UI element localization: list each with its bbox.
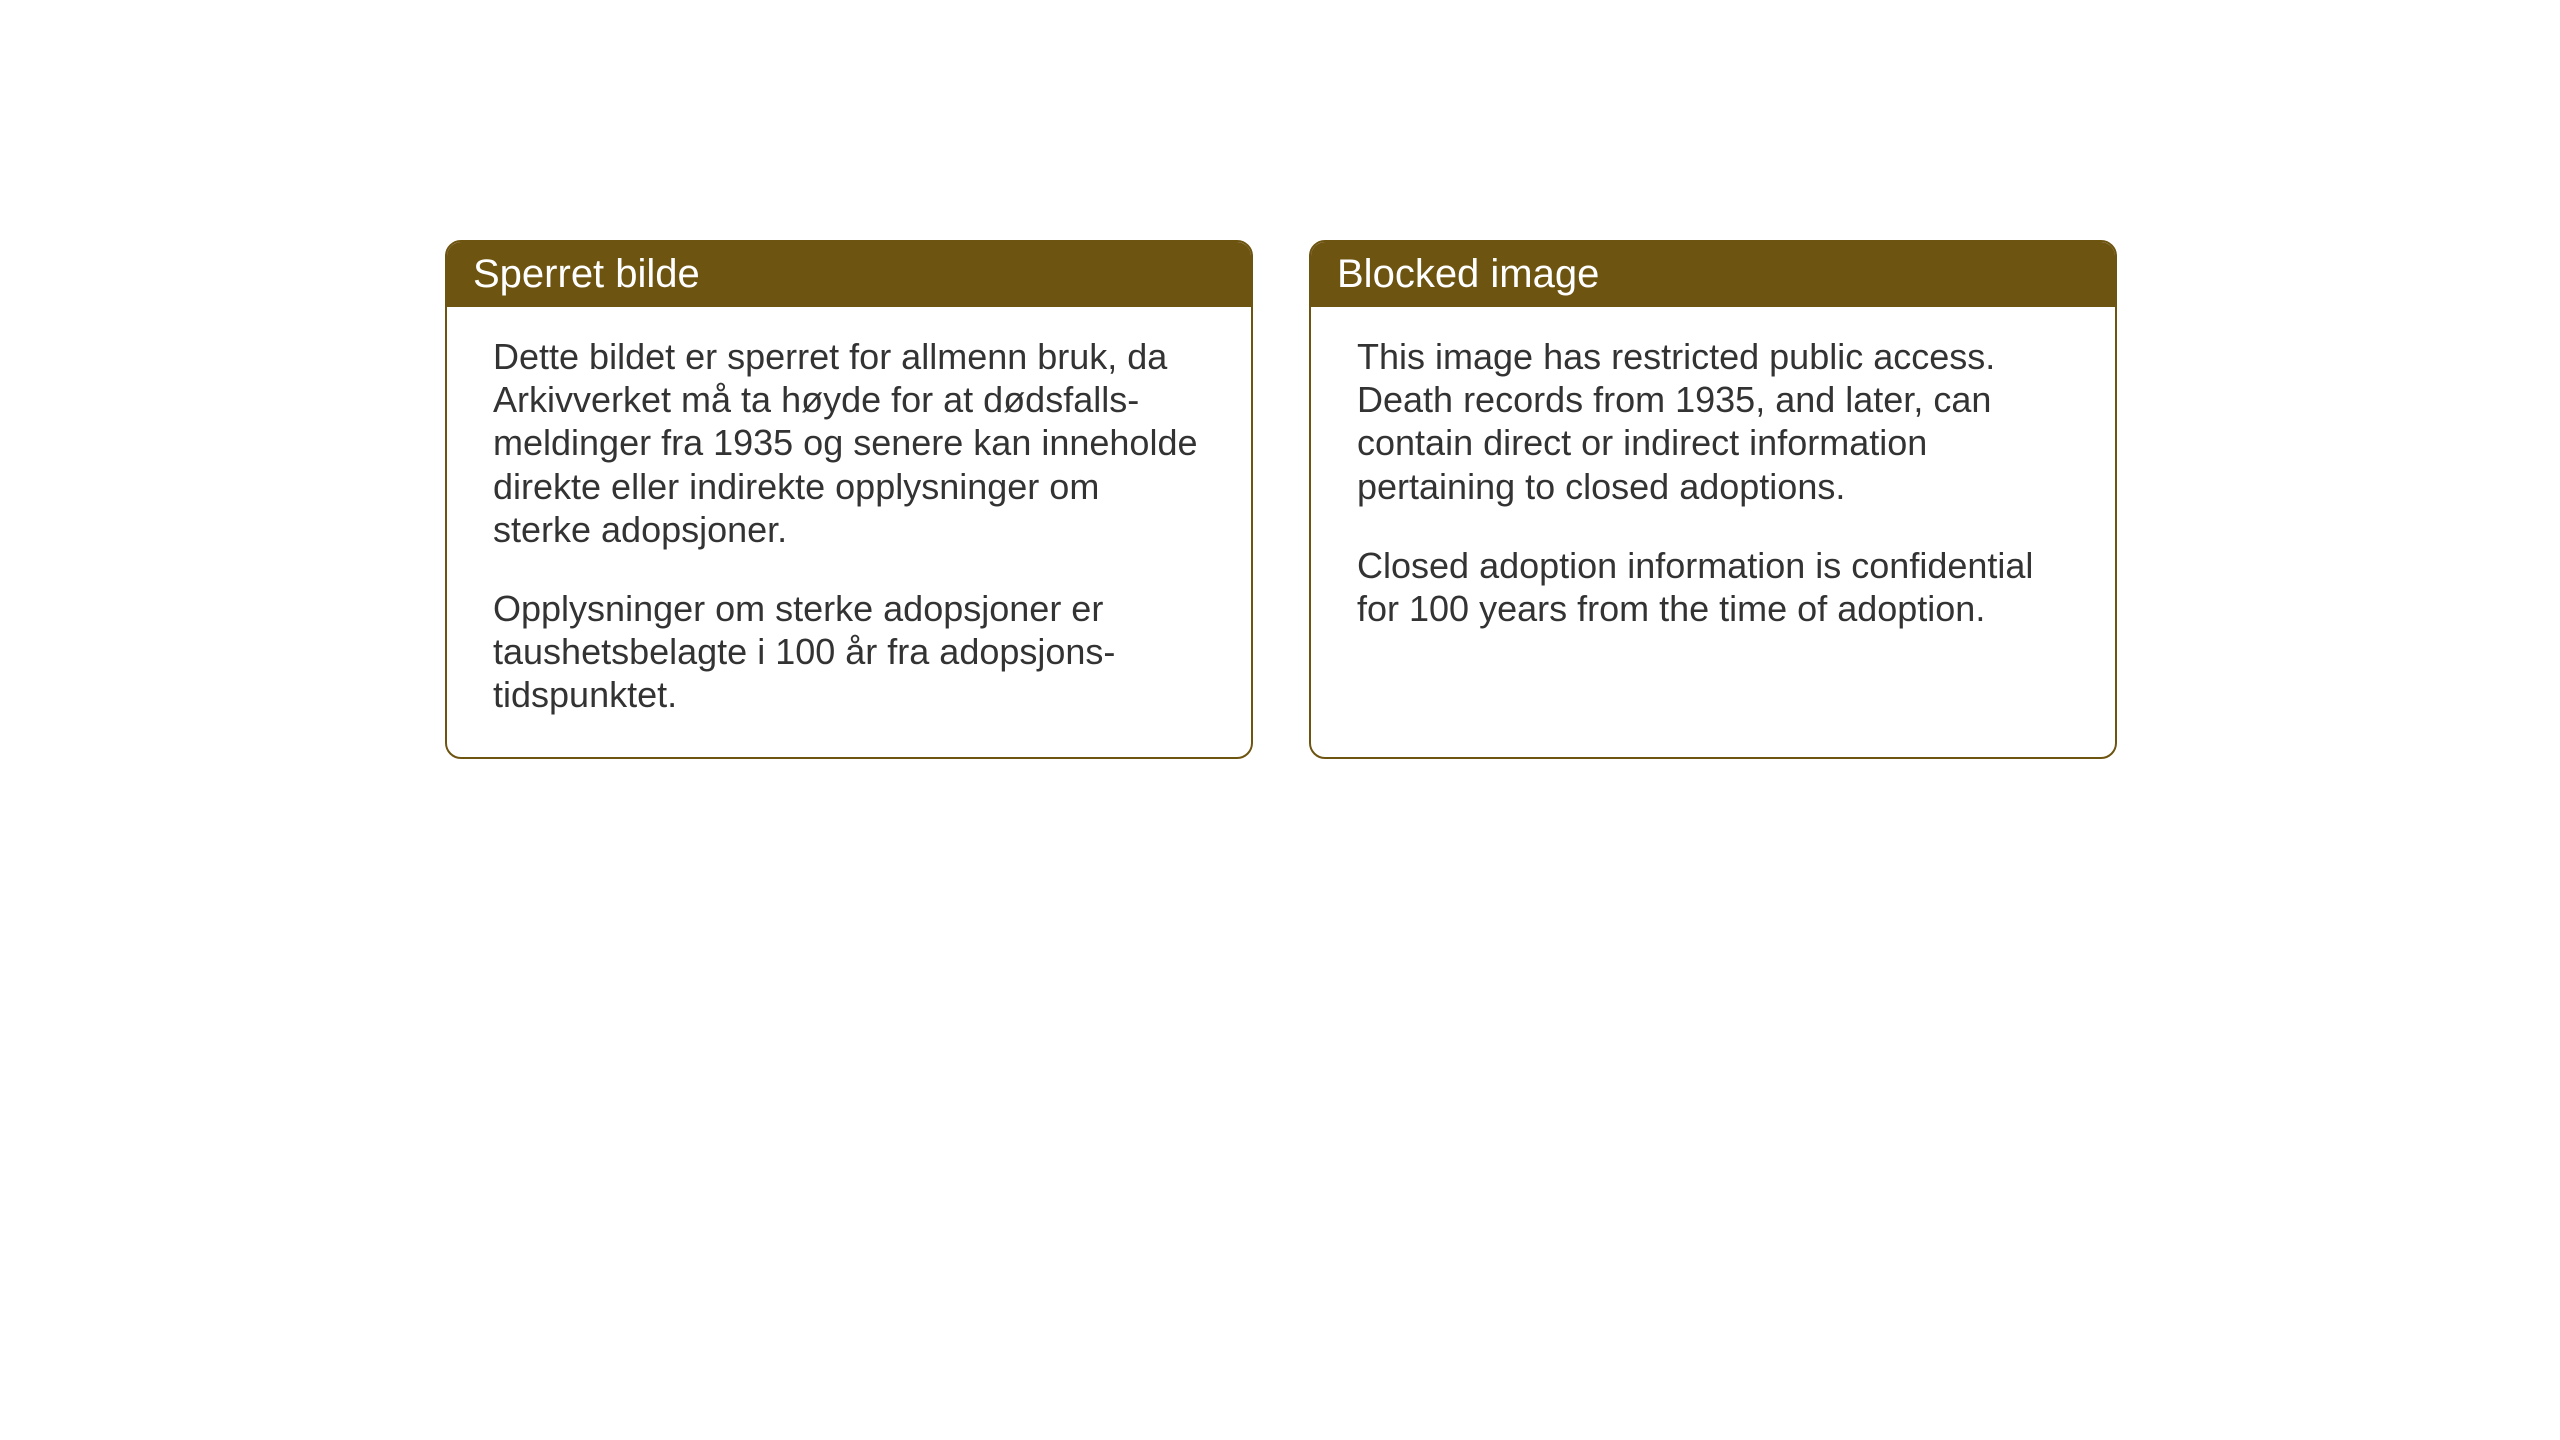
card-header-norwegian: Sperret bilde	[447, 242, 1251, 307]
card-title-norwegian: Sperret bilde	[473, 252, 700, 296]
notice-card-english: Blocked image This image has restricted …	[1309, 240, 2117, 759]
card-body-english: This image has restricted public access.…	[1311, 307, 2115, 747]
card-para2-norwegian: Opplysninger om sterke adopsjoner er tau…	[493, 587, 1205, 717]
card-para2-english: Closed adoption information is confident…	[1357, 544, 2069, 630]
card-title-english: Blocked image	[1337, 252, 1599, 296]
notice-container: Sperret bilde Dette bildet er sperret fo…	[445, 240, 2117, 759]
card-body-norwegian: Dette bildet er sperret for allmenn bruk…	[447, 307, 1251, 757]
card-header-english: Blocked image	[1311, 242, 2115, 307]
card-para1-norwegian: Dette bildet er sperret for allmenn bruk…	[493, 335, 1205, 551]
card-para1-english: This image has restricted public access.…	[1357, 335, 2069, 508]
notice-card-norwegian: Sperret bilde Dette bildet er sperret fo…	[445, 240, 1253, 759]
